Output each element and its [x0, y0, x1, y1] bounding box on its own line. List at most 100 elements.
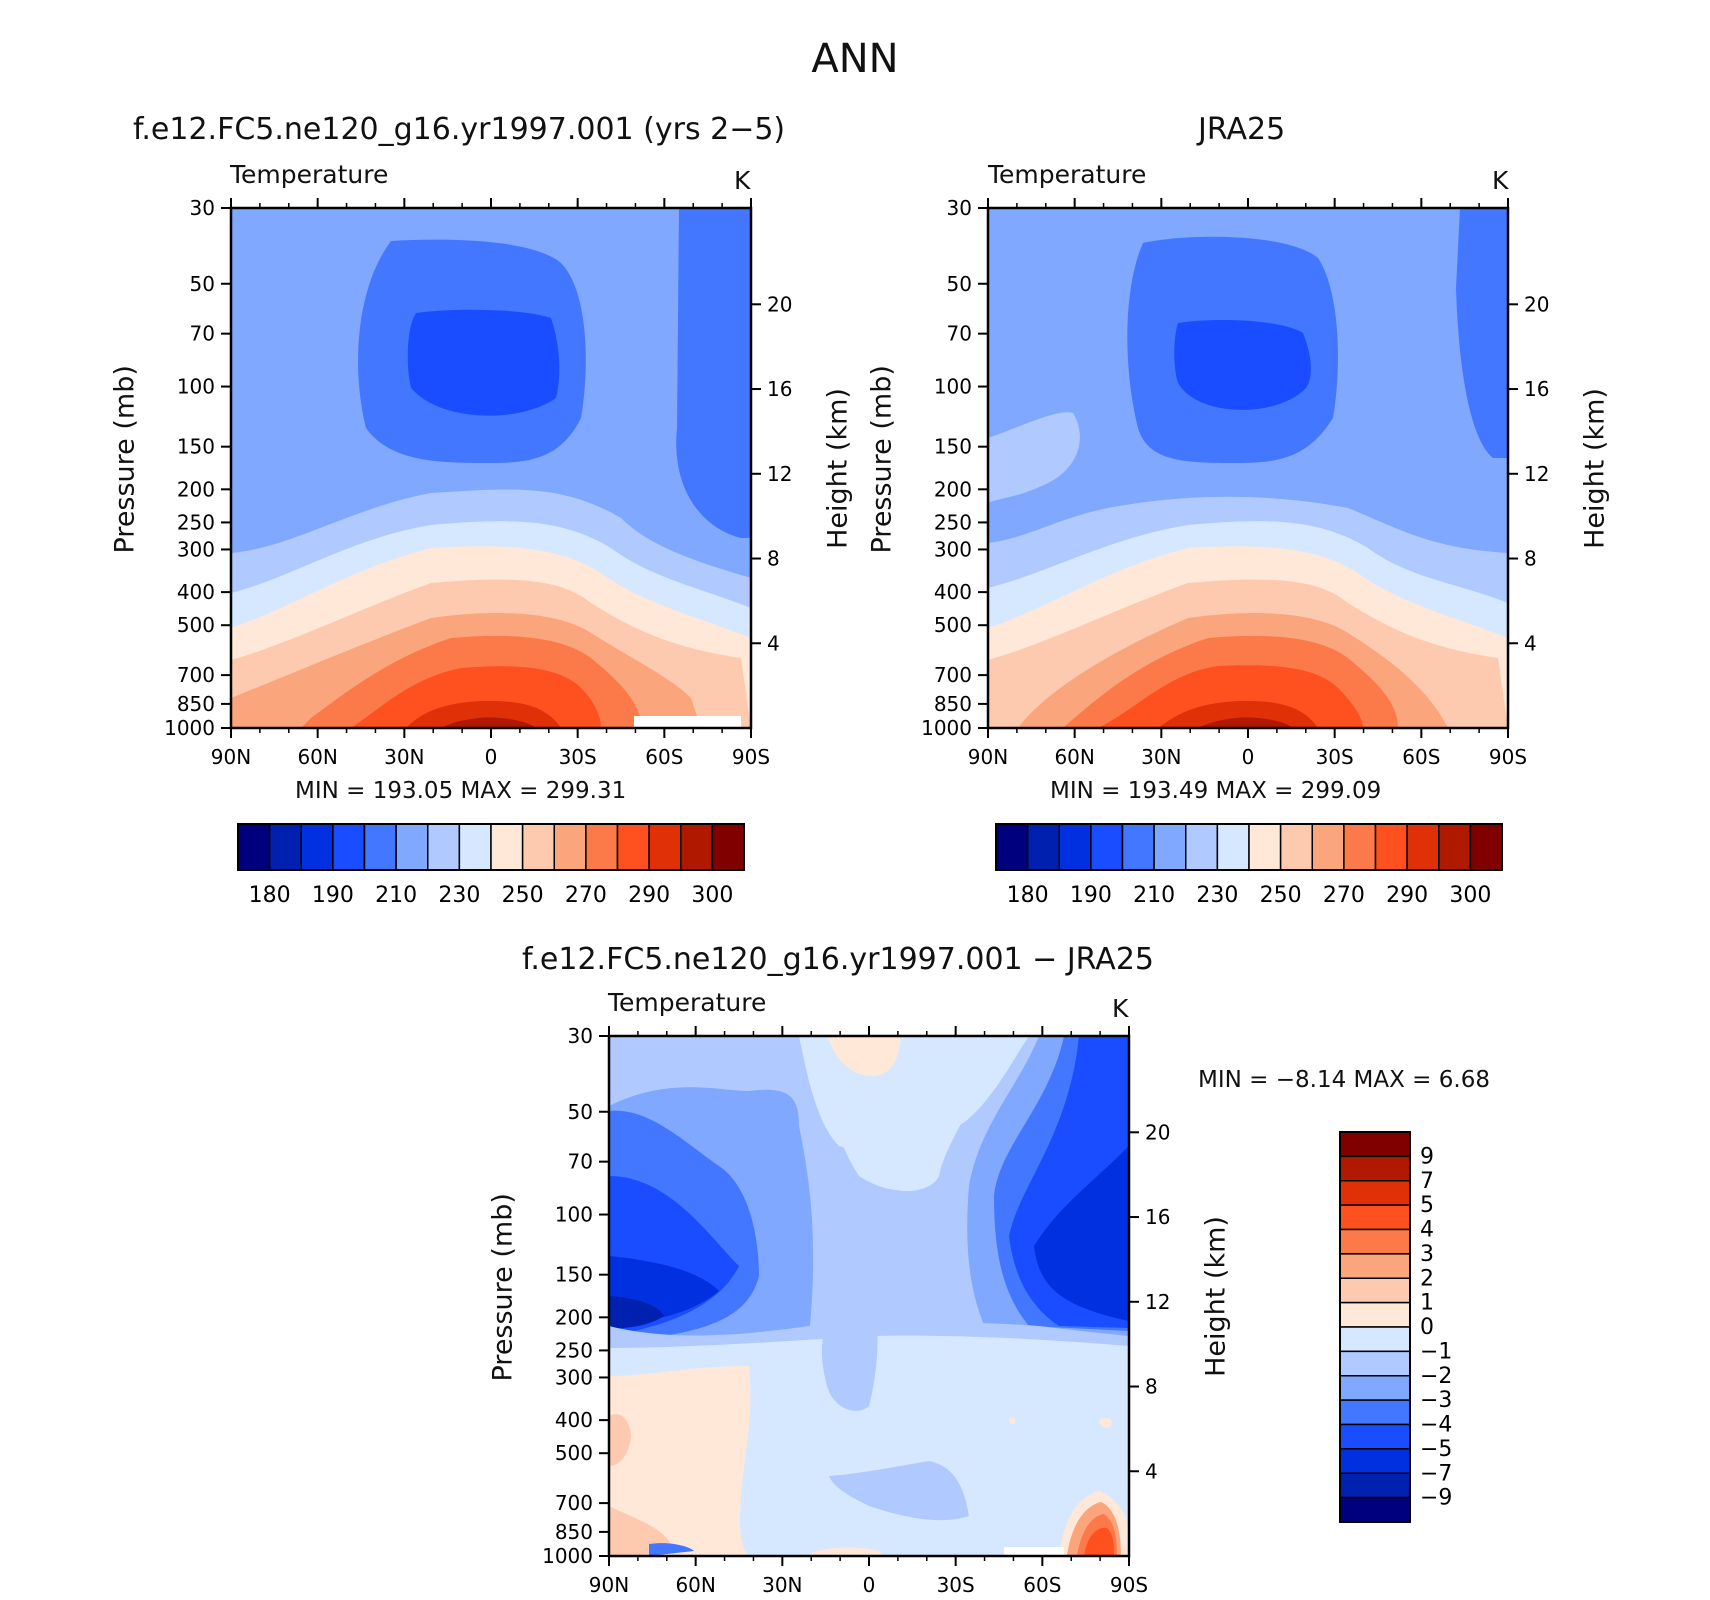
- colorbar-1-swatch: [553, 823, 587, 871]
- fill-0-1-spot-south: [1099, 1418, 1112, 1428]
- colorbar-1-label: 190: [312, 883, 354, 908]
- panel-1-height-tick-label: 4: [767, 631, 780, 655]
- colorbar-3-swatch: [1339, 1399, 1411, 1426]
- colorbar-3-label: −1: [1420, 1339, 1452, 1364]
- panel-2-height-tick-label: 4: [1524, 631, 1537, 655]
- colorbar-2-frame: [995, 823, 1503, 871]
- panel-3-pressure-tick-label: 400: [555, 1408, 593, 1432]
- colorbar-2-swatch: [1121, 823, 1155, 871]
- colorbar-3-label: 1: [1420, 1291, 1434, 1316]
- colorbar-3-swatch: [1339, 1326, 1411, 1353]
- colorbar-2-swatch: [1343, 823, 1377, 871]
- panel-2-pressure-tick-label: 250: [934, 510, 972, 534]
- fill-190-200-core: [407, 309, 560, 416]
- colorbar-2-label: 180: [1007, 883, 1049, 908]
- panel-1-pressure-tick-label: 70: [190, 322, 215, 346]
- colorbar-3-label: 9: [1420, 1144, 1434, 1169]
- panel-2-height-tick-label: 16: [1524, 377, 1549, 401]
- colorbar-3-label: 3: [1420, 1242, 1434, 1267]
- colorbar-3-swatch: [1339, 1155, 1411, 1182]
- fill-290-295: [1158, 700, 1318, 728]
- panel-1-lat-tick-label: 90S: [732, 745, 770, 769]
- panel-3-unit-label: K: [1112, 994, 1129, 1023]
- panel-3-variable-label: Temperature: [608, 988, 767, 1017]
- panel-2-pressure-tick-label: 100: [934, 375, 972, 399]
- fill-190-200-core: [1174, 320, 1311, 410]
- panel-1-pressure-tick-label: 400: [177, 580, 215, 604]
- colorbar-2-swatch: [1248, 823, 1282, 871]
- panel-3-pressure-tick-label: 30: [568, 1024, 593, 1048]
- colorbar-1-swatch: [427, 823, 461, 871]
- panel-3-height-tick-label: 4: [1145, 1459, 1158, 1483]
- panel-2-pressure-tick-label: 30: [947, 196, 972, 220]
- colorbar-1-swatch: [395, 823, 429, 871]
- panel-3-lat-tick-label: 30S: [937, 1573, 975, 1597]
- colorbar-1-swatch: [711, 823, 745, 871]
- fill-0-1-equator-surface: [809, 1547, 884, 1556]
- colorbar-3-label: 5: [1420, 1193, 1434, 1218]
- colorbar-3-label: 7: [1420, 1169, 1434, 1194]
- panel-1-pressure-tick-label: 200: [177, 477, 215, 501]
- panel-3-contour-fills: [609, 1036, 1129, 1556]
- panel-2-plot: [988, 208, 1508, 728]
- colorbar-2-swatch: [1279, 823, 1313, 871]
- panel-2-pressure-tick-label: 200: [934, 477, 972, 501]
- panel-1-pressure-tick-label: 500: [177, 613, 215, 637]
- panel-3-pressure-tick-label: 700: [555, 1491, 593, 1515]
- fill-minus4-surface: [649, 1543, 694, 1556]
- colorbar-1-swatch: [237, 823, 271, 871]
- colorbar-1-label: 180: [249, 883, 291, 908]
- panel-2-pressure-tick-label: 70: [947, 322, 972, 346]
- panel-1-height-tick-label: 20: [767, 292, 792, 316]
- colorbar-2-swatch: [1216, 823, 1250, 871]
- fill-0-1-top: [827, 1036, 901, 1076]
- panel-1-pressure-tick-label: 1000: [164, 716, 215, 740]
- panel-2-pressure-tick-label: 1000: [921, 716, 972, 740]
- panel-3-lat-tick-label: 0: [863, 1573, 876, 1597]
- panel-3-pressure-tick-label: 1000: [542, 1544, 593, 1568]
- colorbar-3-label: 4: [1420, 1218, 1434, 1243]
- fill-minus7-minus5-south: [1034, 1146, 1129, 1321]
- colorbar-3-swatch: [1339, 1131, 1411, 1158]
- panel-2-contour-fills: [988, 208, 1508, 728]
- panel-1-lat-tick-label: 30N: [384, 745, 424, 769]
- colorbar-3-label: 2: [1420, 1266, 1434, 1291]
- colorbar-3-label: −5: [1420, 1437, 1452, 1462]
- panel-3-pressure-tick-label: 300: [555, 1365, 593, 1389]
- colorbar-2-swatch: [1058, 823, 1092, 871]
- colorbar-1-swatch: [363, 823, 397, 871]
- panel-2-lat-tick-label: 90S: [1489, 745, 1527, 769]
- colorbar-1-label: 300: [691, 883, 733, 908]
- colorbar-2-label: 250: [1260, 883, 1302, 908]
- panel-3-lat-tick-label: 30N: [762, 1573, 802, 1597]
- fill-0-1-north: [609, 1366, 751, 1556]
- colorbar-1-swatch: [521, 823, 555, 871]
- panel-2-lat-tick-label: 30S: [1316, 745, 1354, 769]
- panel-3-pressure-tick-label: 100: [555, 1203, 593, 1227]
- colorbar-1-swatch: [300, 823, 334, 871]
- colorbar-2-label: 300: [1449, 883, 1491, 908]
- panel-3-pressure-tick-label: 150: [555, 1263, 593, 1287]
- panel-2-variable-label: Temperature: [988, 160, 1147, 189]
- colorbar-2-swatch: [1469, 823, 1503, 871]
- colorbar-3-swatch: [1339, 1350, 1411, 1377]
- panel-3-height-tick-label: 20: [1145, 1120, 1170, 1144]
- fill-295-300: [441, 717, 536, 728]
- panel-3-pressure-tick-label: 50: [568, 1100, 593, 1124]
- colorbar-1-swatch: [268, 823, 302, 871]
- colorbar-2-swatch: [1406, 823, 1440, 871]
- panel-1-pressure-tick-label: 30: [190, 196, 215, 220]
- panel-1-height-tick-label: 12: [767, 462, 792, 486]
- colorbar-1-swatch: [458, 823, 492, 871]
- main-title: ANN: [811, 36, 899, 82]
- panel-2-title: JRA25: [1198, 112, 1286, 147]
- panel-3-title: f.e12.FC5.ne120_g16.yr1997.001 − JRA25: [522, 942, 1155, 977]
- panel-2-pressure-tick-label: 150: [934, 435, 972, 459]
- colorbar-2-swatch: [1026, 823, 1060, 871]
- panel-1-pressure-tick-label: 50: [190, 272, 215, 296]
- colorbar-2-swatch: [1153, 823, 1187, 871]
- panel-3-height-tick-label: 16: [1145, 1205, 1170, 1229]
- fill-missing-data: [634, 716, 741, 728]
- fill-minus2-minus1-lower: [829, 1461, 969, 1521]
- panel-1-plot: [231, 208, 751, 728]
